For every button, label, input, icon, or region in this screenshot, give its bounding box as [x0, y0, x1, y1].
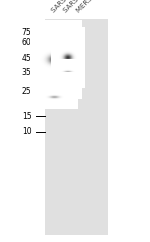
- Bar: [45, 19, 108, 235]
- Text: 15: 15: [22, 112, 32, 121]
- Text: 75: 75: [22, 28, 32, 37]
- Text: MERS N: MERS N: [75, 0, 99, 13]
- Text: 60: 60: [22, 38, 32, 47]
- Text: SARS N: SARS N: [63, 0, 85, 13]
- Text: SARS-CoV-2 N: SARS-CoV-2 N: [51, 0, 89, 13]
- Text: 35: 35: [22, 68, 32, 77]
- Text: 45: 45: [22, 54, 32, 63]
- Text: 25: 25: [22, 87, 32, 97]
- Text: 10: 10: [22, 127, 32, 136]
